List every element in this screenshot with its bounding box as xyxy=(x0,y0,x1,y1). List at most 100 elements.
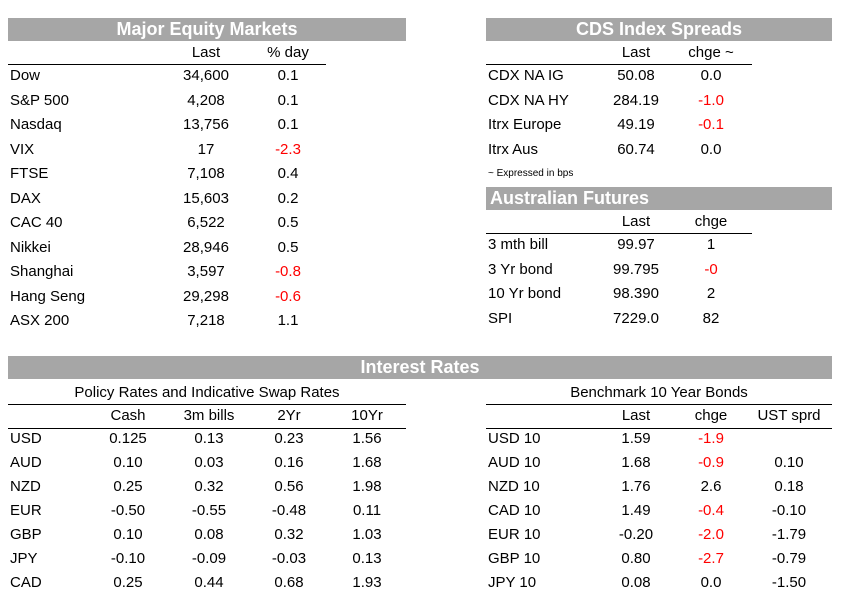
row-last: 0.08 xyxy=(621,574,651,591)
table-row: Itrx Europe 49.19 -0.1 xyxy=(486,113,832,138)
bonds-subtitle: Benchmark 10 Year Bonds xyxy=(570,384,748,401)
table-row: Nikkei 28,946 0.5 xyxy=(8,236,406,261)
row-label: DAX xyxy=(10,189,41,207)
row-label: NZD 10 xyxy=(488,478,540,495)
table-row: NZD 0.25 0.32 0.56 1.98 xyxy=(8,475,406,499)
row-chg: -2.3 xyxy=(275,140,301,158)
row-last: 99.795 xyxy=(613,260,659,278)
table-row: SPI 7229.0 82 xyxy=(486,307,832,332)
row-label: EUR xyxy=(10,502,42,519)
col-pct-day: % day xyxy=(267,44,309,61)
row-last: 50.08 xyxy=(617,67,655,84)
col-last: Last xyxy=(621,213,651,230)
row-value: -0.48 xyxy=(271,502,307,519)
table-row: CAD 0.25 0.44 0.68 1.93 xyxy=(8,571,406,595)
row-value: 1.68 xyxy=(352,454,382,471)
cds-header-row: Last chge ~ xyxy=(486,42,832,64)
row-value: 1.98 xyxy=(352,478,382,495)
table-row: 10 Yr bond 98.390 2 xyxy=(486,282,832,307)
col-last: Last xyxy=(191,44,221,61)
futures-title: Australian Futures xyxy=(486,187,832,210)
row-value: 1.56 xyxy=(352,430,382,447)
table-row: EUR 10 -0.20 -2.0 -1.79 xyxy=(486,523,832,547)
row-last: 284.19 xyxy=(613,91,659,109)
row-chg: 2 xyxy=(706,285,716,302)
row-label: Shanghai xyxy=(10,263,74,280)
row-chg: 0.1 xyxy=(277,67,299,84)
row-value: 0.13 xyxy=(194,430,224,447)
row-label: USD 10 xyxy=(488,430,541,447)
table-row: EUR -0.50 -0.55 -0.48 0.11 xyxy=(8,499,406,523)
row-last: 17 xyxy=(197,140,215,158)
row-label: NZD xyxy=(10,478,41,495)
row-ust-sprd: 0.10 xyxy=(774,454,804,471)
policy-subtitle: Policy Rates and Indicative Swap Rates xyxy=(74,384,340,401)
row-chg: -2.0 xyxy=(698,526,724,543)
row-label: Itrx Europe xyxy=(488,116,562,133)
table-row: JPY 10 0.08 0.0 -1.50 xyxy=(486,571,832,595)
row-label: AUD xyxy=(10,454,42,471)
row-last: 28,946 xyxy=(183,238,229,256)
row-value: 0.25 xyxy=(113,574,143,591)
row-value: 0.44 xyxy=(194,574,224,591)
row-last: 7229.0 xyxy=(613,309,659,327)
table-row: 3 Yr bond 99.795 -0 xyxy=(486,258,832,283)
row-value: 0.13 xyxy=(352,550,382,567)
row-label: JPY xyxy=(10,550,38,567)
col-chge: chge ~ xyxy=(688,44,734,61)
row-value: 0.10 xyxy=(113,454,143,471)
row-value: 0.08 xyxy=(194,526,224,543)
bonds-subtitle-rule xyxy=(486,404,832,405)
row-value: 0.03 xyxy=(194,454,224,471)
row-label: VIX xyxy=(10,140,35,158)
table-row: Nasdaq 13,756 0.1 xyxy=(8,113,406,138)
row-chg: 0.0 xyxy=(700,574,722,591)
bonds-header-rule xyxy=(486,428,832,429)
row-value: 1.03 xyxy=(352,526,382,543)
col-last: Last xyxy=(621,44,651,61)
table-row: S&P 500 4,208 0.1 xyxy=(8,89,406,114)
row-label: CAD xyxy=(10,574,42,591)
row-label: 10 Yr bond xyxy=(488,285,562,302)
row-label: GBP 10 xyxy=(488,550,541,567)
row-last: 49.19 xyxy=(617,116,655,133)
table-row: Shanghai 3,597 -0.8 xyxy=(8,260,406,285)
row-last: 4,208 xyxy=(187,91,225,109)
row-ust-sprd: -1.79 xyxy=(771,526,807,543)
table-row: USD 0.125 0.13 0.23 1.56 xyxy=(8,427,406,451)
table-row: CAD 10 1.49 -0.4 -0.10 xyxy=(486,499,832,523)
row-value: 0.68 xyxy=(274,574,304,591)
row-chg: -0.6 xyxy=(275,287,301,305)
col-cash: Cash xyxy=(110,407,146,424)
table-row: JPY -0.10 -0.09 -0.03 0.13 xyxy=(8,547,406,571)
cds-note: ~ Expressed in bps xyxy=(488,168,574,179)
row-label: Itrx Aus xyxy=(488,140,539,158)
row-value: 0.11 xyxy=(352,502,382,519)
equity-title: Major Equity Markets xyxy=(8,18,406,41)
row-chg: -0.4 xyxy=(698,502,724,519)
equity-table: Last % day Dow 34,600 0.1 S&P 500 4,208 0.1 Na… xyxy=(8,42,406,334)
row-chg: 0.0 xyxy=(700,140,722,158)
equity-header-rule xyxy=(8,64,326,65)
row-ust-sprd: -0.10 xyxy=(771,502,807,519)
row-chg: -0.1 xyxy=(698,116,724,133)
row-last: 98.390 xyxy=(613,285,659,302)
table-row: NZD 10 1.76 2.6 0.18 xyxy=(486,475,832,499)
table-row: USD 10 1.59 -1.9 xyxy=(486,427,832,451)
row-last: 15,603 xyxy=(183,189,229,207)
row-chg: -1.9 xyxy=(698,430,724,447)
row-last: 99.97 xyxy=(617,236,655,253)
row-last: 7,218 xyxy=(187,312,225,329)
table-row: CDX NA IG 50.08 0.0 xyxy=(486,64,832,89)
row-value: 0.10 xyxy=(113,526,143,543)
futures-header-rule xyxy=(486,233,752,234)
row-last: 29,298 xyxy=(183,287,229,305)
row-last: -0.20 xyxy=(618,526,654,543)
row-ust-sprd: -1.50 xyxy=(771,574,807,591)
col-2yr: 2Yr xyxy=(277,407,301,424)
row-label: 3 Yr bond xyxy=(488,260,553,278)
col-chge: chge xyxy=(694,407,728,424)
row-value: 0.16 xyxy=(274,454,304,471)
futures-header-row: Last chge xyxy=(486,211,832,233)
policy-table: Cash 3m bills 2Yr 10Yr USD 0.125 0.13 0.23 1… xyxy=(8,405,406,595)
